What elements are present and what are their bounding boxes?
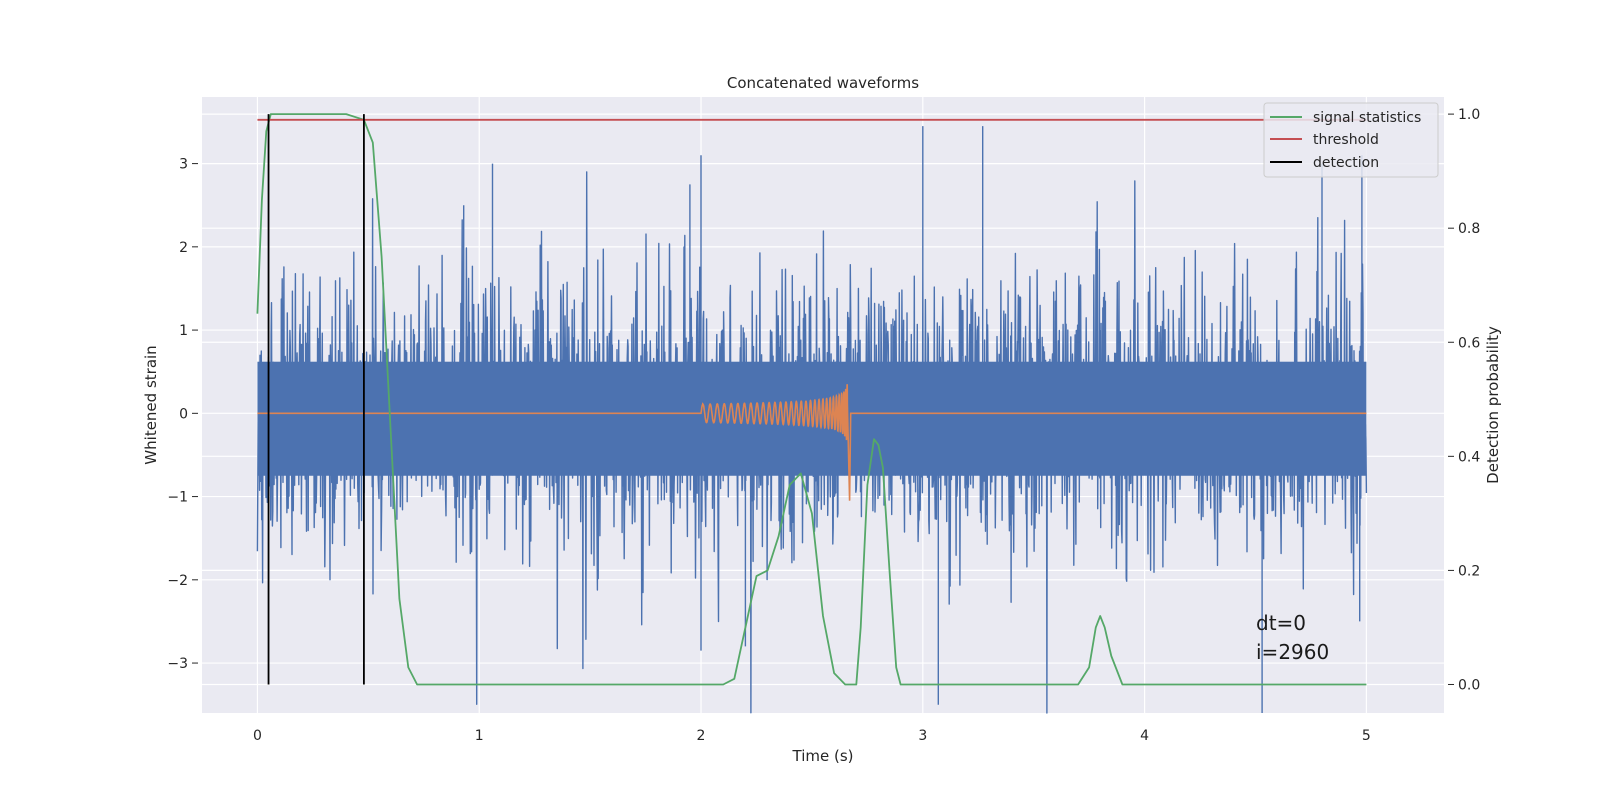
legend-label-signal-statistics: signal statistics <box>1313 110 1421 126</box>
y-tick-label-left: 0 <box>179 406 188 422</box>
legend: signal statistics threshold detection <box>1263 102 1439 178</box>
legend-label-detection: detection <box>1313 155 1379 171</box>
y-tick-label-right: 1.0 <box>1458 107 1480 123</box>
y-tick-label-left: −3 <box>167 656 188 672</box>
plot-area <box>256 113 1368 714</box>
y-tick-label-right: 0.0 <box>1458 677 1480 693</box>
x-tick-label: 5 <box>1362 728 1371 744</box>
chirp-series <box>257 384 1367 501</box>
x-axis-title: Time (s) <box>792 747 854 765</box>
y-axis-title: Whitened strain <box>142 345 160 464</box>
x-tick-label: 3 <box>918 728 927 744</box>
y-tick-label-right: 0.4 <box>1458 449 1480 465</box>
y-tick-label-right: 0.6 <box>1458 335 1480 351</box>
y-tick-label-left: 3 <box>179 157 188 173</box>
axis-ticks: 0 1 2 3 4 5 −3 −2 −1 0 1 2 3 0.0 0.2 0.4 0.6 0.8 1.0 <box>167 107 1480 744</box>
signal-statistics-series <box>256 113 1367 686</box>
x-tick-label: 2 <box>697 728 706 744</box>
legend-box <box>1263 102 1439 178</box>
chart-title: Concatenated waveforms <box>727 74 919 92</box>
x-tick-label: 4 <box>1140 728 1149 744</box>
x-tick-label: 1 <box>475 728 484 744</box>
y-tick-label-left: 2 <box>179 240 188 256</box>
chirp-line <box>257 384 1367 501</box>
y-tick-label-left: −2 <box>167 573 188 589</box>
y-tick-label-right: 0.2 <box>1458 563 1480 579</box>
detection-series <box>267 114 365 685</box>
annotation-index: i=2960 <box>1256 640 1329 664</box>
x-tick-label: 0 <box>253 728 262 744</box>
legend-label-threshold: threshold <box>1313 132 1379 148</box>
y-axis-right-title: Detection probability <box>1484 326 1502 484</box>
y-tick-label-left: 1 <box>179 323 188 339</box>
y-tick-label-right: 0.8 <box>1458 221 1480 237</box>
signal-statistics-line <box>256 113 1367 686</box>
annotation-dt: dt=0 <box>1256 611 1306 635</box>
y-tick-label-left: −1 <box>167 490 188 506</box>
